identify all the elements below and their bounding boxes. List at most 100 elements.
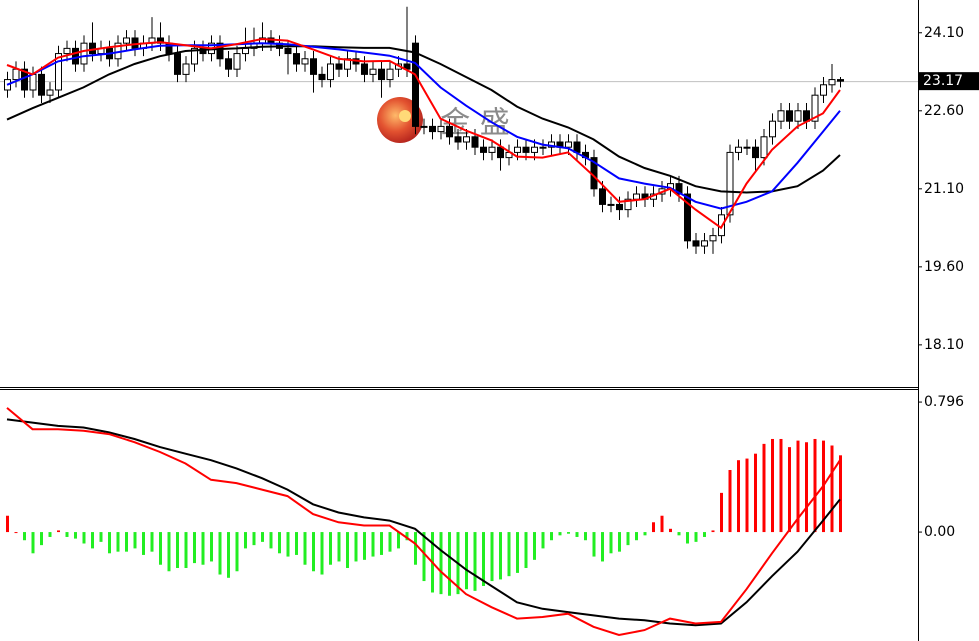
candle-body [531, 146, 538, 153]
candle-body [89, 42, 96, 55]
histogram-bar [635, 532, 638, 541]
candle-body [565, 141, 572, 148]
candle-body [437, 125, 445, 133]
candle-body [157, 37, 164, 44]
histogram-bar [558, 532, 562, 536]
histogram-bar [337, 532, 341, 562]
candle-body [191, 47, 198, 65]
candle-body [335, 63, 343, 70]
histogram-bar [524, 532, 528, 568]
candle-body [726, 151, 734, 216]
candle-body [794, 110, 802, 122]
candle-body [182, 63, 190, 75]
histogram-bar [371, 532, 375, 557]
candle-body [769, 120, 776, 138]
histogram-bar [218, 532, 222, 575]
histogram-bar [754, 453, 757, 533]
candle-body [488, 146, 496, 153]
histogram-bar [473, 532, 477, 591]
histogram-bar [142, 532, 145, 555]
candle-body [616, 203, 623, 211]
candle-body [29, 73, 37, 91]
candle-body [174, 53, 181, 75]
candle-body [701, 240, 708, 247]
candle-body [463, 136, 470, 143]
histogram-bar [703, 532, 706, 537]
candle-body [777, 110, 785, 122]
histogram-bar [312, 532, 315, 572]
histogram-bar [652, 522, 655, 533]
histogram-bar [269, 532, 273, 549]
histogram-bar [252, 532, 256, 546]
candle-body [55, 53, 62, 91]
histogram-bar [65, 532, 69, 537]
histogram-bar [762, 443, 766, 533]
histogram-bar [737, 460, 740, 533]
candle-body [46, 89, 54, 96]
histogram-bar [533, 532, 536, 560]
histogram-bar [575, 532, 579, 537]
line [6, 37, 841, 230]
histogram-bar [244, 532, 247, 549]
candle-body [539, 146, 547, 149]
histogram-bar [388, 532, 392, 552]
histogram-bar [482, 532, 485, 586]
candle-body [828, 79, 836, 86]
candle-body [301, 58, 309, 65]
candle-body [480, 146, 487, 153]
histogram-bar [567, 532, 570, 534]
candle-body [429, 125, 436, 133]
current-price-label: 23.17 [923, 73, 963, 89]
histogram-bar [439, 532, 443, 595]
candle-body [684, 193, 691, 242]
candle-body [633, 193, 640, 200]
histogram-bar [788, 447, 791, 533]
line [6, 45, 841, 194]
histogram-bar [48, 532, 52, 537]
line [6, 42, 841, 210]
candle-body [675, 183, 683, 195]
candle-body [72, 47, 79, 65]
candle-body [361, 63, 368, 75]
histogram-bar [201, 532, 205, 565]
histogram-bar [422, 532, 426, 582]
logo [377, 97, 423, 143]
histogram-bar [609, 532, 613, 554]
histogram-bar [329, 532, 332, 565]
histogram-bar [23, 532, 26, 541]
candle-body [12, 68, 20, 81]
candle-body [743, 146, 751, 149]
histogram-bar [830, 445, 834, 533]
histogram-bar [626, 532, 630, 546]
histogram-bar [541, 532, 545, 549]
candle-body [225, 58, 232, 70]
histogram-bar [728, 470, 732, 533]
histogram-bar [516, 532, 519, 573]
histogram-bar [720, 492, 723, 533]
histogram-bar [261, 532, 264, 542]
candle-body [318, 73, 326, 81]
histogram-bar [40, 532, 43, 546]
candle-body [216, 42, 224, 60]
candle-body [454, 136, 462, 143]
histogram-bar [167, 532, 171, 572]
y-tick-label: 19.60 [924, 259, 964, 275]
histogram-bar [150, 532, 154, 552]
candle-body [497, 146, 504, 159]
histogram-bar [278, 532, 281, 554]
histogram-bar [227, 532, 230, 578]
y-tick-label: 22.60 [924, 103, 964, 119]
candle-body [607, 203, 615, 206]
candle-body [284, 47, 292, 55]
histogram-bar [507, 532, 511, 577]
histogram-bar [584, 532, 587, 541]
candle-body [123, 37, 130, 44]
histogram-bar [618, 532, 621, 552]
candle-body [522, 146, 530, 153]
y-tick-label: 0.00 [924, 524, 955, 540]
histogram-bar [796, 440, 800, 533]
candle-body [63, 47, 71, 55]
candle-body [386, 68, 394, 81]
candle-body [80, 42, 88, 65]
